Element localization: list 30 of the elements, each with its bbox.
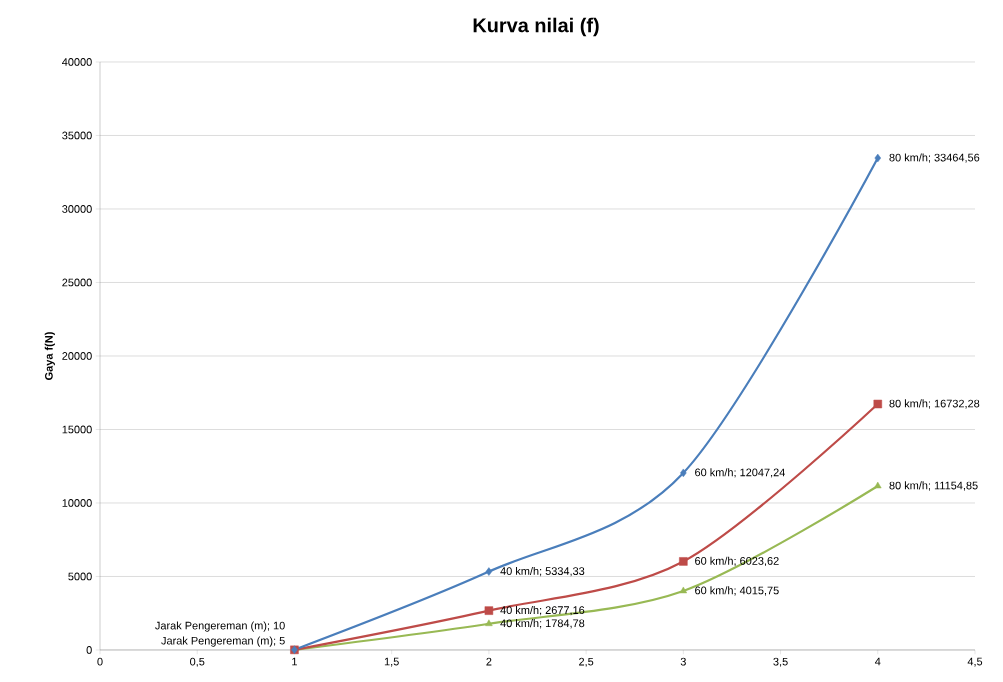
chart-title: Kurva nilai (f) — [473, 17, 599, 37]
y-tick-label: 5000 — [68, 572, 92, 581]
x-tick-label: 2 — [486, 657, 492, 666]
data-label: Jarak Pengereman (m); 5 — [161, 636, 285, 647]
x-tick-label: 0 — [97, 657, 103, 666]
data-label: 60 km/h; 4015,75 — [695, 586, 779, 596]
x-tick-label: 3,5 — [773, 657, 788, 667]
y-tick-label: 35000 — [62, 131, 92, 140]
x-tick-label: 3 — [680, 657, 686, 666]
y-tick-label: 0 — [86, 646, 92, 654]
data-label: 40 km/h; 5334,33 — [500, 566, 585, 577]
y-tick-label: 20000 — [62, 352, 92, 360]
y-tick-label: 10000 — [62, 499, 92, 507]
data-label: 60 km/h; 12047,24 — [695, 468, 785, 478]
data-label: 40 km/h; 2677,16 — [500, 605, 585, 616]
x-tick-label: 4,5 — [967, 657, 983, 667]
x-tick-label: 1 — [292, 657, 297, 666]
y-tick-label: 30000 — [62, 205, 92, 213]
y-tick-label: 40000 — [62, 58, 92, 66]
data-label: 80 km/h; 16732,28 — [889, 399, 980, 409]
y-tick-label: 15000 — [62, 425, 92, 434]
x-tick-label: 1,5 — [384, 657, 399, 667]
x-tick-label: 0,5 — [190, 657, 205, 667]
data-label: Jarak Pengereman (m); 10 — [155, 621, 285, 632]
data-label: 80 km/h; 33464,56 — [889, 153, 980, 163]
x-tick-label: 4 — [874, 657, 881, 666]
y-axis-title: Gaya f(N) — [44, 332, 55, 380]
x-tick-label: 2,5 — [579, 657, 594, 667]
y-tick-label: 25000 — [62, 278, 92, 287]
data-label: 80 km/h; 11154,85 — [889, 481, 978, 491]
